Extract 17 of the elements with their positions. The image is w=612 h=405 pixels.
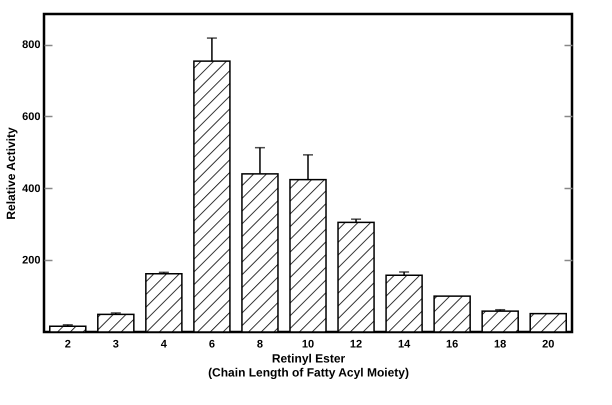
x-tick-label: 2 bbox=[64, 338, 71, 350]
x-tick-label: 16 bbox=[446, 338, 458, 350]
x-tick-label: 3 bbox=[112, 338, 119, 350]
x-axis-title: Retinyl Ester (Chain Length of Fatty Acyl Moiety) bbox=[208, 352, 409, 380]
x-tick-label: 12 bbox=[350, 338, 362, 350]
y-axis-title: Relative Activity bbox=[4, 127, 18, 220]
x-tick-label: 20 bbox=[542, 338, 554, 350]
y-tick-label: 200 bbox=[22, 254, 40, 267]
y-tick-label: 800 bbox=[22, 39, 40, 52]
x-tick-label: 18 bbox=[494, 338, 506, 350]
x-tick-label: 4 bbox=[160, 338, 168, 350]
x-tick-label: 14 bbox=[398, 338, 412, 350]
x-tick-label: 8 bbox=[256, 338, 264, 350]
x-tick-label: 6 bbox=[208, 338, 215, 350]
y-tick-label: 600 bbox=[22, 110, 40, 123]
x-tick-label: 10 bbox=[302, 338, 314, 350]
y-tick-label: 400 bbox=[22, 182, 40, 195]
